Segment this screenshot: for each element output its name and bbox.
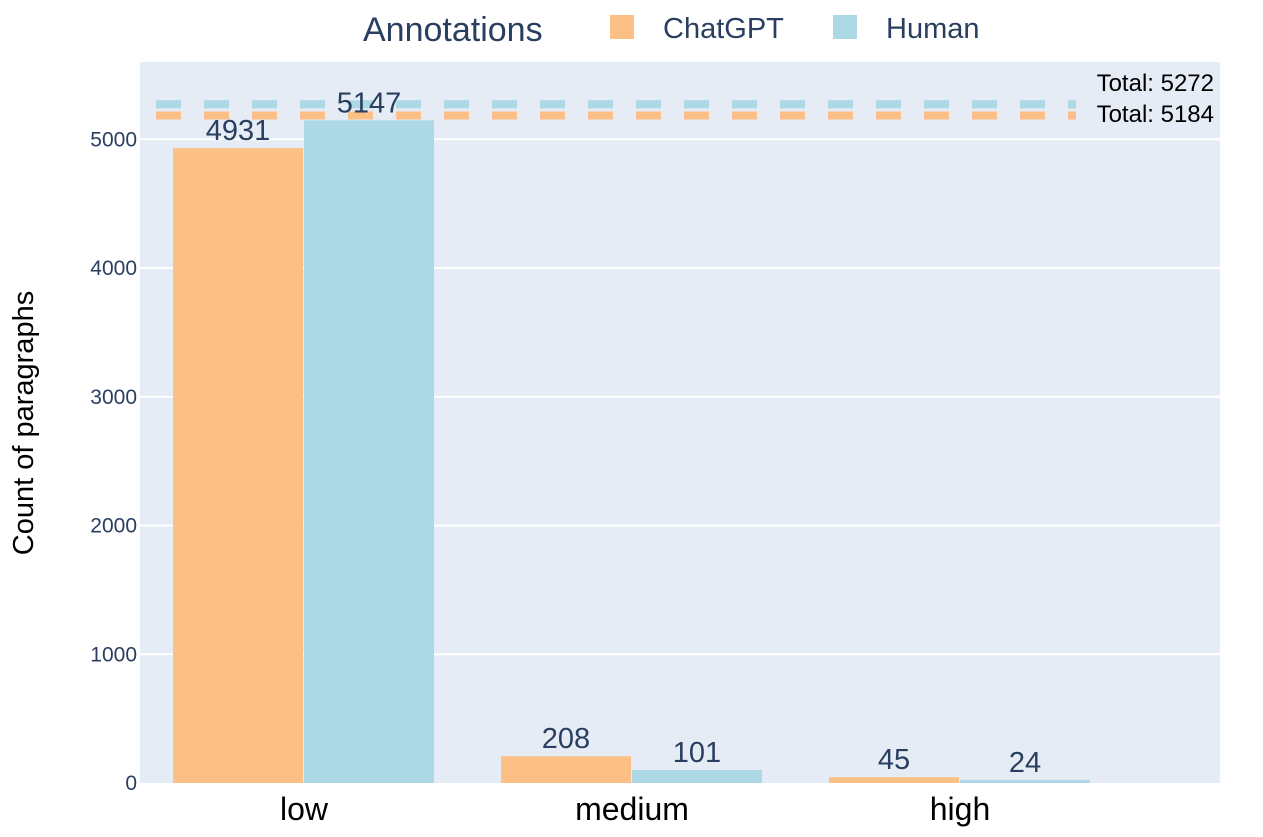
- y-tick-label: 3000: [90, 386, 137, 409]
- y-tick-label: 1000: [90, 643, 137, 666]
- data-label-human-low: 5147: [337, 87, 402, 119]
- y-tick-label: 2000: [90, 515, 137, 538]
- bar-chatgpt-high[interactable]: [829, 777, 959, 783]
- data-label-chatgpt-high: 45: [878, 744, 910, 776]
- y-tick-label: 4000: [90, 257, 137, 280]
- x-tick-label: high: [930, 791, 991, 827]
- data-label-human-medium: 101: [673, 737, 721, 769]
- data-label-human-high: 24: [1009, 747, 1041, 779]
- y-tick-label: 5000: [90, 128, 137, 151]
- y-axis-ticks: 0 1000 2000 3000 4000 5000: [90, 128, 137, 795]
- total-label-chatgpt: Total: 5184: [1097, 101, 1214, 128]
- bars: [173, 120, 1090, 784]
- x-tick-label: medium: [575, 791, 689, 827]
- x-tick-label: low: [280, 791, 329, 827]
- legend-swatch-human[interactable]: [833, 15, 857, 39]
- legend: Annotations ChatGPT Human: [363, 11, 980, 49]
- bar-chatgpt-low[interactable]: [173, 148, 303, 784]
- legend-title: Annotations: [363, 11, 543, 49]
- x-axis-ticks: low medium high: [280, 791, 990, 827]
- bar-chatgpt-medium[interactable]: [501, 756, 631, 783]
- data-label-chatgpt-low: 4931: [206, 115, 271, 147]
- y-axis-label: Count of paragraphs: [8, 291, 40, 555]
- total-label-human: Total: 5272: [1097, 70, 1214, 97]
- y-tick-label: 0: [125, 772, 137, 795]
- data-label-chatgpt-medium: 208: [542, 723, 590, 755]
- data-labels: 4931 5147 208 101 45 24: [206, 87, 1041, 779]
- bar-human-low[interactable]: [304, 120, 434, 784]
- legend-label-human[interactable]: Human: [886, 13, 980, 45]
- legend-label-chatgpt[interactable]: ChatGPT: [663, 13, 784, 45]
- total-labels: Total: 5272 Total: 5184: [1097, 70, 1214, 128]
- bar-human-medium[interactable]: [632, 769, 762, 783]
- bar-human-high[interactable]: [960, 779, 1090, 783]
- legend-swatch-chatgpt[interactable]: [610, 15, 634, 39]
- total-lines: [156, 100, 1076, 120]
